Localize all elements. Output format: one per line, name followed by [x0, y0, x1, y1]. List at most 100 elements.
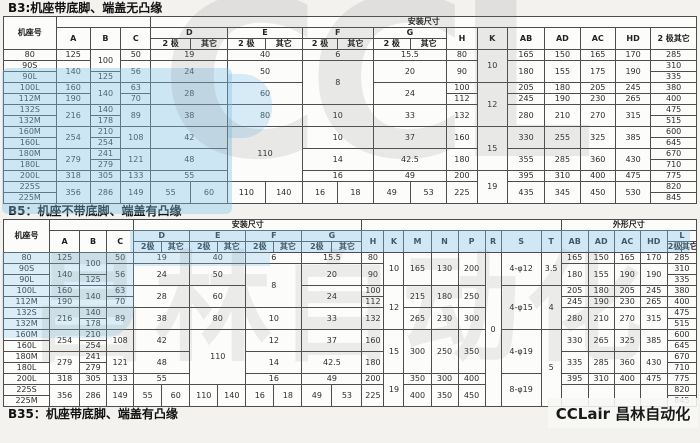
data-cell: 286	[89, 181, 122, 204]
data-cell: 215	[403, 285, 432, 308]
data-cell: 125	[79, 274, 108, 286]
data-cell: 50	[189, 263, 247, 286]
data-cell: 210	[89, 126, 122, 138]
data-cell: 0	[484, 252, 502, 407]
b3-table-title: B3:机座带底脚、端盖无凸缘	[8, 1, 163, 15]
data-cell: 450	[457, 384, 486, 407]
data-cell: 160L	[2, 340, 51, 352]
data-cell: 38	[133, 307, 191, 330]
data-cell: 360	[613, 351, 641, 374]
data-cell: 254	[89, 137, 122, 149]
data-cell: 12	[245, 329, 303, 352]
data-cell: 24	[150, 60, 229, 83]
header-cell: 其它	[264, 38, 303, 50]
data-cell: 310	[650, 60, 697, 72]
data-cell: 40	[189, 252, 247, 264]
data-cell: 350	[457, 329, 486, 374]
data-cell: 5	[540, 329, 562, 407]
data-cell: 165	[403, 252, 432, 286]
data-cell: 110	[189, 384, 219, 407]
header-cell: 其它	[409, 38, 448, 50]
data-cell: 49	[301, 373, 363, 385]
header-cell: 2 极	[150, 38, 191, 50]
data-cell: 400	[403, 384, 432, 407]
data-cell: 49	[372, 170, 448, 182]
data-cell: 180	[560, 263, 589, 286]
data-cell: 435	[506, 181, 546, 204]
data-cell: 430	[614, 148, 652, 171]
data-cell: 280	[560, 307, 589, 330]
data-cell: 60	[227, 82, 303, 105]
data-cell: 160	[446, 126, 478, 149]
data-cell: 175	[579, 60, 616, 83]
data-cell: 225M	[2, 395, 51, 407]
data-cell: 279	[89, 159, 122, 171]
header-cell: 其它	[189, 38, 229, 50]
data-cell: 180	[587, 285, 615, 297]
data-cell: 310	[666, 263, 698, 275]
data-cell: 15	[476, 126, 508, 171]
header-cell: A	[49, 230, 81, 253]
data-cell: 285	[544, 148, 581, 171]
data-cell: 285	[587, 351, 615, 374]
data-cell: 475	[650, 104, 697, 116]
data-cell: 112	[361, 296, 385, 308]
header-cell: M	[403, 230, 432, 253]
data-cell: 42	[133, 329, 191, 352]
data-cell: 775	[650, 170, 697, 182]
data-cell: 28	[133, 285, 191, 308]
data-cell: 19	[133, 252, 191, 264]
data-cell: 241	[79, 351, 108, 363]
data-cell: 385	[614, 126, 652, 149]
data-cell: 155	[587, 263, 615, 286]
data-cell: 90	[446, 60, 478, 83]
header-cell: E	[227, 27, 303, 39]
data-cell: 190	[614, 60, 652, 83]
data-cell: 315	[614, 104, 652, 127]
header-cell: 2极	[666, 241, 682, 253]
data-cell: 4	[540, 285, 562, 330]
data-cell: 190	[544, 93, 581, 105]
data-cell: 125	[89, 71, 122, 83]
header-cell: A	[55, 27, 91, 50]
data-cell: 325	[613, 329, 641, 352]
data-cell: 80	[3, 49, 57, 61]
header-cell: 其它	[217, 241, 247, 253]
data-cell: 710	[650, 159, 697, 171]
data-cell: 55	[150, 181, 191, 204]
data-cell: 18	[273, 384, 303, 407]
data-cell: 530	[614, 181, 652, 204]
header-cell: 2极	[245, 241, 275, 253]
data-cell: 254	[49, 329, 81, 352]
data-cell: 225S	[2, 384, 51, 396]
data-cell: 132	[361, 307, 385, 330]
header-cell: E	[189, 230, 247, 242]
data-cell: 279	[55, 148, 91, 171]
data-cell: 200L	[3, 170, 57, 182]
header-cell: S	[500, 230, 542, 253]
data-cell: 130	[430, 252, 459, 286]
data-cell: 40	[227, 49, 303, 61]
data-cell: 90S	[3, 60, 57, 72]
data-cell: 200L	[2, 373, 51, 385]
data-cell: 24	[372, 82, 448, 105]
header-cell: AC	[613, 230, 641, 253]
data-cell: 400	[457, 373, 486, 385]
data-cell: 265	[639, 296, 668, 308]
data-cell: 205	[579, 82, 616, 94]
data-cell: 100L	[2, 285, 51, 297]
data-cell: 200	[446, 170, 478, 182]
header-cell: D	[150, 27, 229, 39]
header-cell: F	[301, 27, 374, 39]
data-cell: 150	[587, 252, 615, 264]
data-cell: 50	[227, 60, 303, 83]
data-cell: 3.5	[540, 252, 562, 286]
data-cell: 110	[227, 126, 303, 182]
header-cell: 其它	[680, 241, 698, 253]
header-cell: 2极	[301, 241, 333, 253]
data-cell: 600	[650, 126, 697, 138]
data-cell: 140	[89, 82, 122, 105]
data-cell: 165	[579, 49, 616, 61]
data-cell: 16	[301, 170, 374, 182]
header-cell: 其它	[337, 38, 374, 50]
